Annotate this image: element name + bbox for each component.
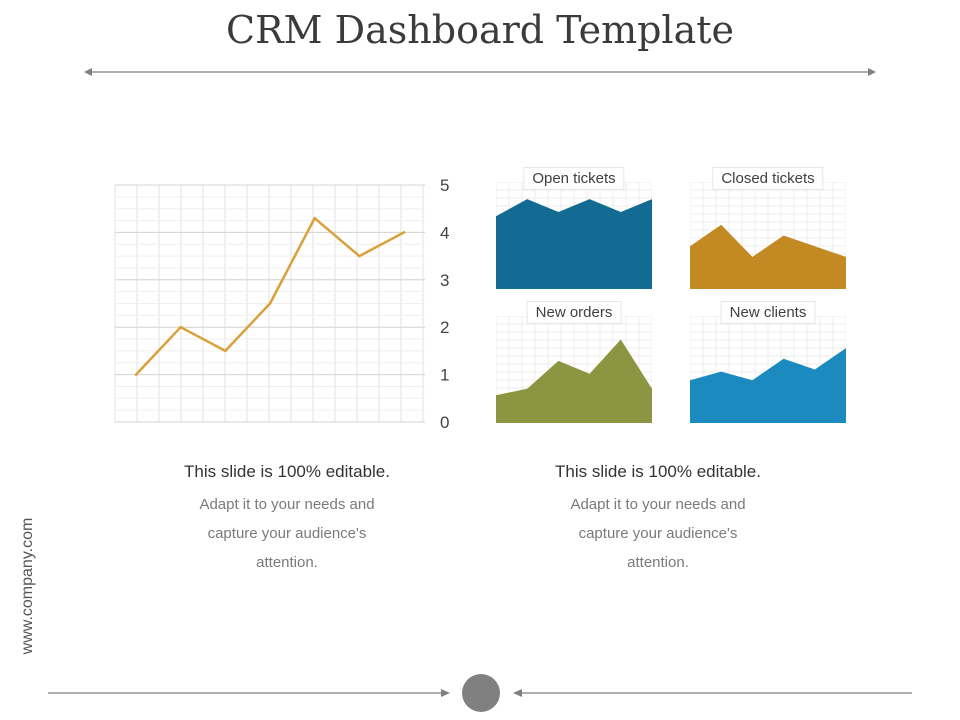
area-series bbox=[690, 224, 846, 289]
new-clients-panel: New clients bbox=[689, 301, 847, 428]
y-tick-label: 5 bbox=[440, 176, 449, 195]
caption-left-body: Adapt it to your needs and capture your … bbox=[127, 490, 447, 577]
caption-right-line-3: attention. bbox=[627, 554, 689, 571]
closed-tickets-chart bbox=[689, 181, 847, 289]
caption-right: This slide is 100% editable. Adapt it to… bbox=[498, 462, 818, 577]
open-tickets-chart bbox=[495, 181, 653, 289]
new-clients-chart bbox=[689, 315, 847, 423]
open-tickets-panel: Open tickets bbox=[495, 167, 653, 294]
data-point bbox=[268, 302, 272, 305]
area-series bbox=[496, 339, 652, 423]
y-tick-label: 1 bbox=[440, 366, 449, 385]
caption-right-line-1: Adapt it to your needs and bbox=[570, 496, 746, 513]
new-orders-panel: New orders bbox=[495, 301, 653, 428]
y-tick-label: 2 bbox=[440, 318, 449, 337]
data-point bbox=[313, 216, 316, 220]
caption-left-line-1: Adapt it to your needs and bbox=[199, 496, 375, 513]
closed-tickets-panel: Closed tickets bbox=[689, 167, 847, 294]
y-tick-label: 4 bbox=[440, 223, 449, 242]
area-series bbox=[496, 199, 652, 289]
main-line-chart: 0 1 2 3 4 5 bbox=[114, 176, 449, 432]
bottom-navigation-arrows bbox=[48, 674, 912, 712]
bottom-left-arrowhead bbox=[441, 689, 450, 697]
new-orders-title: New orders bbox=[526, 301, 622, 324]
new-orders-chart bbox=[495, 315, 653, 423]
closed-tickets-title: Closed tickets bbox=[712, 167, 824, 190]
caption-left-line-2: capture your audience's bbox=[207, 525, 367, 542]
data-point bbox=[402, 231, 406, 234]
caption-right-body: Adapt it to your needs and capture your … bbox=[498, 490, 818, 577]
data-point bbox=[134, 373, 138, 376]
area-series bbox=[690, 348, 846, 423]
data-point bbox=[179, 325, 182, 329]
website-url: www.company.com bbox=[19, 517, 36, 655]
y-tick-label: 3 bbox=[440, 271, 449, 290]
y-tick-label: 0 bbox=[440, 413, 449, 432]
caption-right-line-2: capture your audience's bbox=[578, 525, 738, 542]
caption-left: This slide is 100% editable. Adapt it to… bbox=[127, 462, 447, 577]
caption-left-line-3: attention. bbox=[256, 554, 318, 571]
caption-right-heading: This slide is 100% editable. bbox=[554, 462, 761, 481]
new-clients-title: New clients bbox=[720, 301, 816, 324]
data-point bbox=[224, 349, 227, 353]
top-double-arrow bbox=[84, 68, 876, 76]
slide-title: CRM Dashboard Template bbox=[225, 8, 734, 52]
center-dot bbox=[462, 674, 500, 712]
bottom-right-arrowhead bbox=[513, 689, 522, 697]
open-tickets-title: Open tickets bbox=[523, 167, 625, 190]
caption-left-heading: This slide is 100% editable. bbox=[183, 462, 390, 481]
data-point bbox=[358, 254, 361, 258]
